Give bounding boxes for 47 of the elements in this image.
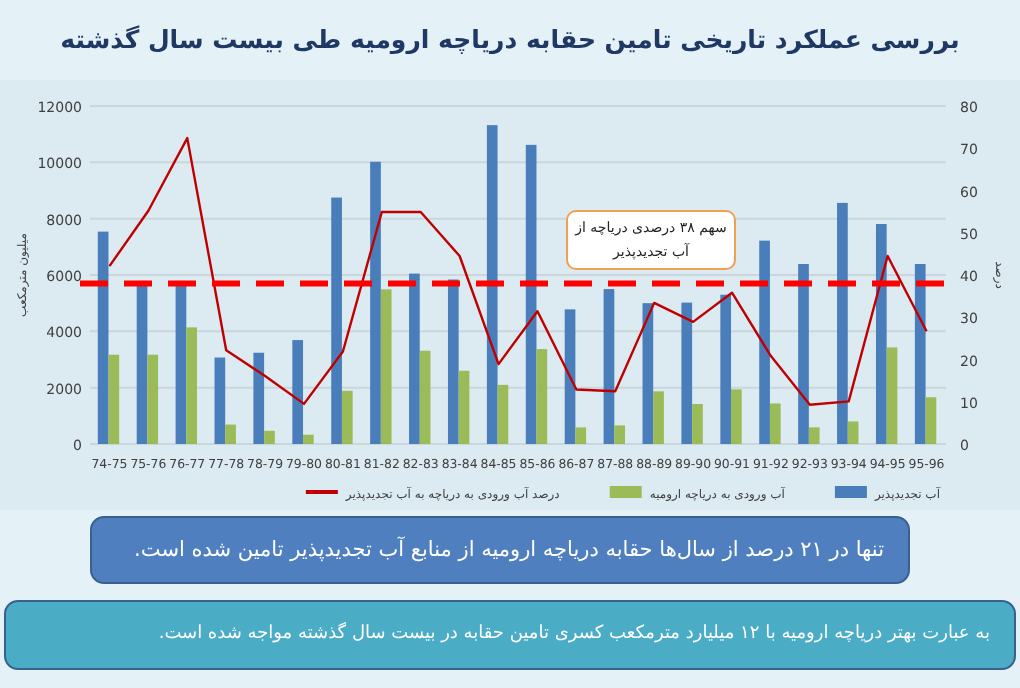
bar <box>486 125 498 444</box>
bar <box>798 264 809 444</box>
bar <box>225 424 236 444</box>
bar <box>642 303 654 444</box>
bar <box>525 144 537 444</box>
bar <box>186 327 197 444</box>
bar <box>147 354 159 444</box>
bar <box>409 273 420 444</box>
bar <box>692 404 703 444</box>
bar <box>731 389 742 444</box>
bar <box>886 347 898 444</box>
text: به عبارت بهتر دریاچه ارومیه با ۱۲ میلیارد مترمکعب کسری تامین حقابه در بیست سال گذشته مواجه شده است. <box>4 600 1016 670</box>
bar <box>759 240 770 444</box>
bar <box>837 202 848 444</box>
bar <box>458 370 470 444</box>
bar <box>136 280 148 444</box>
bar <box>214 357 226 444</box>
bar <box>108 354 120 444</box>
bar <box>914 264 926 444</box>
bar <box>536 349 548 444</box>
bar <box>681 302 693 444</box>
bar <box>769 403 781 444</box>
bar <box>97 231 109 444</box>
bar <box>847 421 859 444</box>
bar <box>653 391 664 444</box>
bar <box>292 340 304 444</box>
bar <box>497 384 509 444</box>
bar <box>380 289 392 444</box>
bar <box>564 309 576 444</box>
bar <box>603 289 615 444</box>
bar <box>253 352 265 444</box>
bar <box>925 397 937 444</box>
bar <box>808 427 820 444</box>
bar <box>370 161 381 444</box>
bar <box>303 434 314 444</box>
bar <box>331 197 342 444</box>
chart-title: بررسی عملکرد تاریخی تامین حقابه دریاچه ارومیه طی بیست سال گذشته <box>60 24 960 56</box>
bar <box>419 350 431 444</box>
bar <box>341 390 353 444</box>
bar <box>264 430 275 444</box>
line-series <box>108 136 928 406</box>
text: تنها در ۲۱ درصد از سال‌ها حقابه دریاچه ارومیه از منابع آب تجدیدپذیر تامین شده است. <box>90 516 910 584</box>
bar <box>575 427 587 444</box>
bar <box>875 224 887 444</box>
bar <box>720 294 732 444</box>
bar <box>614 425 625 444</box>
bar <box>175 280 187 444</box>
